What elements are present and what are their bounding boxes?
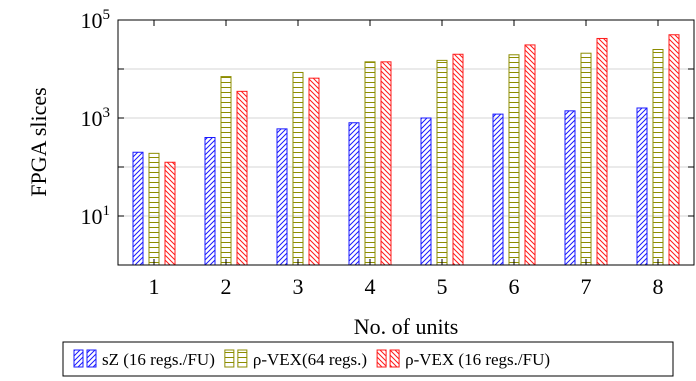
y-axis-label: FPGA slices xyxy=(26,87,51,196)
legend-label: ρ-VEX (16 regs./FU) xyxy=(405,350,550,369)
legend: sZ (16 regs./FU) ρ-VEX(64 regs.) ρ-VEX (16… xyxy=(62,341,674,377)
legend-label: ρ-VEX(64 regs.) xyxy=(253,350,367,369)
bar xyxy=(508,54,520,266)
bars xyxy=(132,34,680,266)
x-tick-labels: 1 2 3 4 5 6 7 8 xyxy=(149,274,664,299)
bar xyxy=(436,59,448,266)
bar xyxy=(204,136,216,266)
y-tick-label: 101 xyxy=(81,203,111,229)
legend-swatch xyxy=(389,349,400,368)
legend-swatch xyxy=(376,349,387,368)
x-tick-label: 2 xyxy=(221,274,232,299)
legend-swatch xyxy=(73,349,84,368)
legend-swatch xyxy=(224,349,235,368)
x-tick-label: 4 xyxy=(365,274,376,299)
y-tick-labels: 101 103 105 xyxy=(81,7,111,229)
bar xyxy=(364,61,376,266)
x-tick-label: 6 xyxy=(509,274,520,299)
plot-frame xyxy=(117,19,695,266)
bar xyxy=(164,161,176,266)
legend-item: ρ-VEX(64 regs.) xyxy=(224,349,367,369)
bar xyxy=(492,113,504,266)
bar xyxy=(580,52,592,266)
x-tick-label: 7 xyxy=(581,274,592,299)
y-tick-label: 103 xyxy=(81,105,111,131)
bar xyxy=(668,34,680,266)
bar xyxy=(652,49,664,266)
bar xyxy=(524,44,536,266)
legend-swatch xyxy=(237,349,248,368)
bar xyxy=(348,122,360,266)
bar xyxy=(220,76,232,266)
x-tick-label: 5 xyxy=(437,274,448,299)
x-tick-label: 1 xyxy=(149,274,160,299)
legend-item: sZ (16 regs./FU) xyxy=(73,349,215,369)
grid-lines xyxy=(118,19,694,217)
bar xyxy=(236,90,248,266)
bar xyxy=(420,117,432,266)
axis-ticks xyxy=(118,19,694,265)
bar xyxy=(636,107,648,266)
bar xyxy=(596,37,608,266)
bar xyxy=(380,61,392,266)
x-axis-label: No. of units xyxy=(354,314,459,339)
legend-frame xyxy=(62,341,674,377)
bar xyxy=(292,71,304,266)
x-tick-label: 3 xyxy=(293,274,304,299)
legend-item: ρ-VEX (16 regs./FU) xyxy=(376,349,550,369)
y-tick-label: 105 xyxy=(81,7,111,33)
legend-swatch xyxy=(86,349,97,368)
legend-label: sZ (16 regs./FU) xyxy=(102,350,215,369)
bar xyxy=(132,151,144,266)
bar xyxy=(276,128,288,266)
bar xyxy=(452,53,464,266)
bar xyxy=(308,77,320,266)
bar xyxy=(148,152,160,266)
bar xyxy=(564,110,576,266)
x-tick-label: 8 xyxy=(653,274,664,299)
